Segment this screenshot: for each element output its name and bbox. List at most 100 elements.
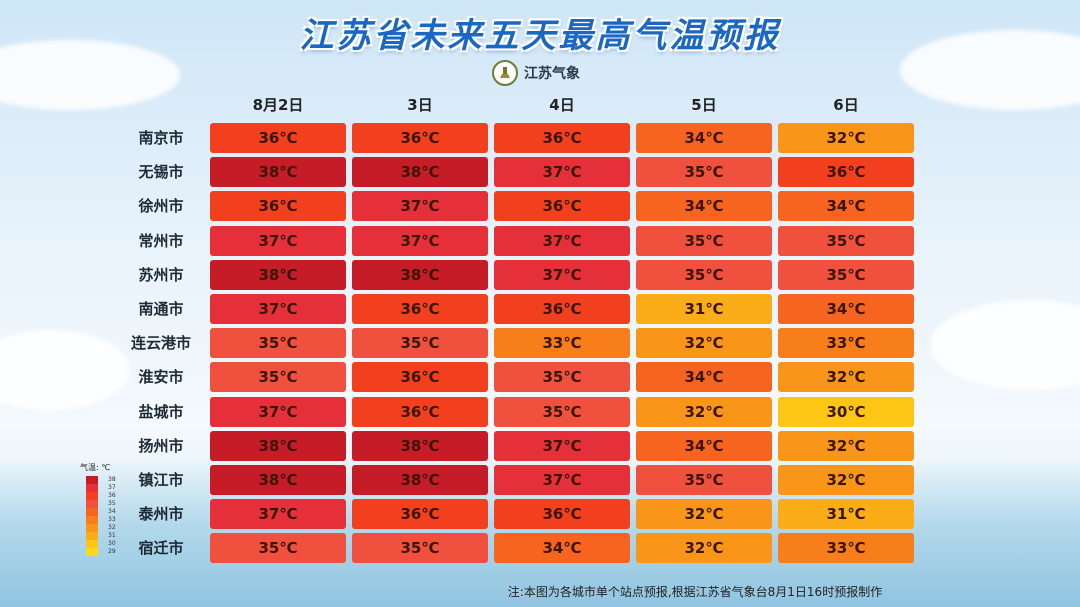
temperature-cell: 36℃ — [352, 123, 488, 153]
temperature-cell: 34℃ — [636, 362, 772, 393]
temperature-cell: 35℃ — [352, 328, 488, 359]
legend-swatch — [86, 548, 98, 556]
temperature-cell: 35℃ — [636, 465, 772, 495]
temperature-cell: 37℃ — [210, 396, 346, 427]
table-row: 宿迁市 35℃ 35℃ 34℃ 32℃ 33℃ — [120, 533, 916, 564]
city-name: 苏州市 — [138, 265, 184, 284]
temperature-cell: 38℃ — [210, 430, 346, 461]
temperature-cell: 38℃ — [210, 157, 346, 188]
footnote: 注:本图为各城市单个站点预报,根据江苏省气象台8月1日16时预报制作 — [0, 583, 1080, 600]
temperature-cell: 35℃ — [494, 362, 630, 393]
legend-swatch — [86, 516, 98, 524]
temperature-cell: 35℃ — [210, 328, 346, 359]
temperature-cell: 37℃ — [210, 225, 346, 256]
table-row: 南京市 36℃ 36℃ 36℃ 34℃ 32℃ — [120, 123, 916, 153]
temperature-cell: 36℃ — [494, 123, 630, 153]
temperature-cell: 36℃ — [352, 396, 488, 427]
temperature-cell: 38℃ — [352, 259, 488, 290]
temperature-cell: 35℃ — [210, 533, 346, 564]
legend-label: 35 — [108, 500, 116, 507]
logo-text: 江苏气象 — [524, 66, 580, 82]
temperature-cell: 36℃ — [352, 499, 488, 530]
temperature-cell: 35℃ — [352, 533, 488, 564]
temperature-cell: 32℃ — [636, 396, 772, 427]
legend-swatch — [86, 540, 98, 548]
temperature-cell: 35℃ — [778, 259, 914, 290]
temperature-cell: 33℃ — [778, 328, 914, 359]
legend-swatch — [86, 500, 98, 508]
day-header-cell: 8月2日 — [252, 96, 304, 114]
temperature-cell: 36℃ — [352, 294, 488, 324]
legend-swatch — [86, 492, 98, 500]
city-name: 泰州市 — [138, 505, 184, 524]
city-name: 连云港市 — [130, 334, 191, 353]
color-legend: 气温: ℃ 38 37 36 35 34 33 32 31 30 29 — [80, 462, 126, 556]
table-row: 淮安市 35℃ 36℃ 35℃ 34℃ 32℃ — [120, 362, 916, 393]
temperature-cell: 36℃ — [494, 294, 630, 324]
temperature-cell: 35℃ — [210, 362, 346, 393]
day-header-cell: 6日 — [833, 96, 859, 114]
legend-swatch — [86, 508, 98, 516]
day-header: 8月2日 3日 4日 5日 6日 — [210, 94, 916, 114]
temperature-cell: 35℃ — [636, 259, 772, 290]
temperature-cell: 36℃ — [352, 362, 488, 393]
legend-swatch — [86, 524, 98, 532]
day-header-cell: 5日 — [691, 96, 717, 114]
footnote-text: 注:本图为各城市单个站点预报,根据江苏省气象台8月1日16时预报制作 — [507, 585, 883, 599]
temperature-cell: 35℃ — [778, 225, 914, 256]
table-row: 扬州市 38℃ 38℃ 37℃ 34℃ 32℃ — [120, 430, 916, 461]
temperature-cell: 35℃ — [494, 396, 630, 427]
temperature-cell: 38℃ — [352, 465, 488, 495]
table-row: 泰州市 37℃ 36℃ 36℃ 32℃ 31℃ — [120, 499, 916, 530]
temperature-cell: 32℃ — [778, 465, 914, 495]
table-row: 镇江市 38℃ 38℃ 37℃ 35℃ 32℃ — [120, 465, 916, 495]
legend-label: 31 — [108, 532, 116, 539]
temperature-cell: 38℃ — [210, 465, 346, 495]
temperature-cell: 36℃ — [494, 499, 630, 530]
temperature-cell: 34℃ — [778, 191, 914, 222]
temperature-cell: 36℃ — [210, 123, 346, 153]
legend-label: 36 — [108, 492, 116, 499]
table-row: 苏州市 38℃ 38℃ 37℃ 35℃ 35℃ — [120, 259, 916, 290]
temperature-cell: 34℃ — [778, 294, 914, 324]
temperature-cell: 37℃ — [494, 225, 630, 256]
temperature-cell: 37℃ — [210, 499, 346, 530]
table-row: 连云港市 35℃ 35℃ 33℃ 32℃ 33℃ — [120, 328, 916, 359]
cloud-decoration — [0, 40, 180, 110]
temperature-cell: 37℃ — [352, 191, 488, 222]
temperature-cell: 30℃ — [778, 396, 914, 427]
city-name: 无锡市 — [138, 163, 184, 182]
temperature-cell: 37℃ — [494, 157, 630, 188]
logo: 江苏气象 — [492, 60, 580, 86]
legend-swatch — [86, 476, 98, 484]
legend-title: 气温: ℃ — [80, 463, 111, 472]
city-name: 盐城市 — [138, 402, 184, 421]
day-header-cell: 4日 — [549, 96, 575, 114]
temperature-cell: 32℃ — [636, 499, 772, 530]
temperature-cell: 32℃ — [778, 430, 914, 461]
temperature-cell: 34℃ — [494, 533, 630, 564]
temperature-cell: 34℃ — [636, 123, 772, 153]
day-header-cell: 3日 — [407, 96, 433, 114]
city-name: 常州市 — [138, 231, 184, 250]
temperature-cell: 37℃ — [494, 259, 630, 290]
table-row: 徐州市 36℃ 37℃ 36℃ 34℃ 34℃ — [120, 191, 916, 222]
cloud-decoration — [0, 330, 130, 410]
temperature-cell: 38℃ — [352, 430, 488, 461]
legend-swatch — [86, 532, 98, 540]
table-row: 常州市 37℃ 37℃ 37℃ 35℃ 35℃ — [120, 225, 916, 256]
temperature-cell: 33℃ — [778, 533, 914, 564]
legend-label: 30 — [108, 540, 116, 547]
legend-label: 32 — [108, 524, 116, 531]
legend-bar: 38 37 36 35 34 33 32 31 30 29 — [86, 476, 116, 556]
logo-emblem-icon — [492, 60, 518, 86]
temperature-cell: 37℃ — [352, 225, 488, 256]
temperature-cell: 38℃ — [210, 259, 346, 290]
page-title: 江苏省未来五天最高气温预报 — [299, 16, 781, 56]
temperature-cell: 36℃ — [210, 191, 346, 222]
temperature-cell: 32℃ — [778, 362, 914, 393]
temperature-cell: 37℃ — [494, 465, 630, 495]
city-name: 扬州市 — [138, 436, 184, 455]
temperature-cell: 35℃ — [636, 225, 772, 256]
temperature-cell: 31℃ — [778, 499, 914, 530]
